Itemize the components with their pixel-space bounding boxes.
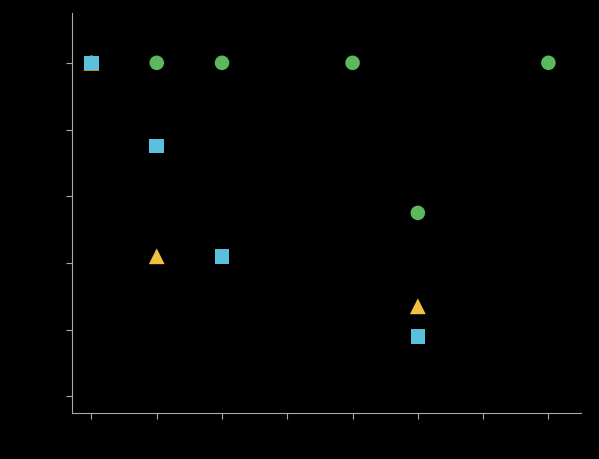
green circles	[413, 210, 423, 217]
green circles	[348, 60, 358, 67]
yellow triangles	[152, 253, 162, 260]
green circles	[152, 60, 162, 67]
blue squares	[217, 253, 227, 260]
blue squares	[413, 333, 423, 340]
yellow triangles	[413, 303, 423, 310]
blue squares	[152, 143, 162, 151]
green circles	[544, 60, 553, 67]
green circles	[87, 60, 96, 67]
blue squares	[87, 60, 96, 67]
green circles	[217, 60, 227, 67]
yellow triangles	[87, 60, 96, 67]
